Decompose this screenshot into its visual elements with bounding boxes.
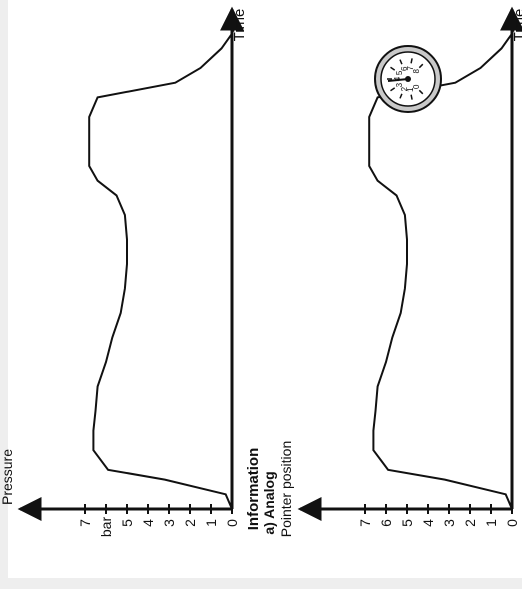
gauge-dial-number: 1: [406, 87, 415, 92]
gauge-dial-number: 0: [412, 84, 421, 89]
pressure-tick-label: 5: [119, 519, 135, 527]
pointer-tick-label: 3: [441, 519, 457, 527]
gauge-needle: [387, 78, 409, 82]
gauge-tick: [418, 63, 424, 69]
gauge-dial-number: 4: [393, 76, 402, 81]
pressure-curve: [88, 33, 233, 510]
pointer-axis-label: Pointer position: [278, 441, 294, 538]
gauge-tick: [399, 59, 403, 65]
pointer-tick-label: 0: [504, 519, 520, 527]
pointer-tick-label: 6: [378, 519, 394, 527]
gauge-dial-number: 2: [400, 86, 409, 91]
pressure-tick-label: 4: [140, 519, 156, 527]
gauge-dial-number: 5: [395, 70, 404, 75]
gauge-tick: [390, 87, 396, 92]
pointer-tick-label: 1: [483, 519, 499, 527]
pressure-axis-label: Pressure: [0, 449, 15, 505]
pressure-tick-label: 0: [224, 519, 240, 527]
gauge-tick: [410, 58, 413, 64]
gauge-dial-number: 3: [395, 82, 404, 87]
gauge-tick: [418, 89, 424, 95]
gauge-tick: [390, 66, 396, 71]
pressure-tick-label: 1: [203, 519, 219, 527]
left-margin-strip: [0, 0, 8, 589]
pressure-tick-label: 7: [77, 519, 93, 527]
bottom-margin-strip: [0, 578, 522, 589]
gauge-dial-number: 6: [400, 66, 409, 71]
gauge-dial-number: 7: [406, 65, 415, 70]
pointer-time-label: Time: [511, 9, 522, 42]
pointer-tick-label: 2: [462, 519, 478, 527]
pressure-tick-label: 3: [161, 519, 177, 527]
pressure-time-label: Time: [231, 9, 248, 42]
analog-subheading: a) Analog: [261, 471, 277, 534]
gauge-dial-number: 8: [412, 68, 421, 73]
pointer-tick-label: 5: [399, 519, 415, 527]
gauge-tick: [399, 93, 403, 99]
pressure-tick-label: 2: [182, 519, 198, 527]
pointer-curve: [368, 33, 513, 510]
gauge-tick: [410, 94, 413, 100]
information-heading: Information: [245, 448, 262, 531]
pointer-tick-label: 7: [357, 519, 373, 527]
pressure-unit-label: bar: [98, 517, 114, 538]
pointer-tick-label: 4: [420, 519, 436, 527]
